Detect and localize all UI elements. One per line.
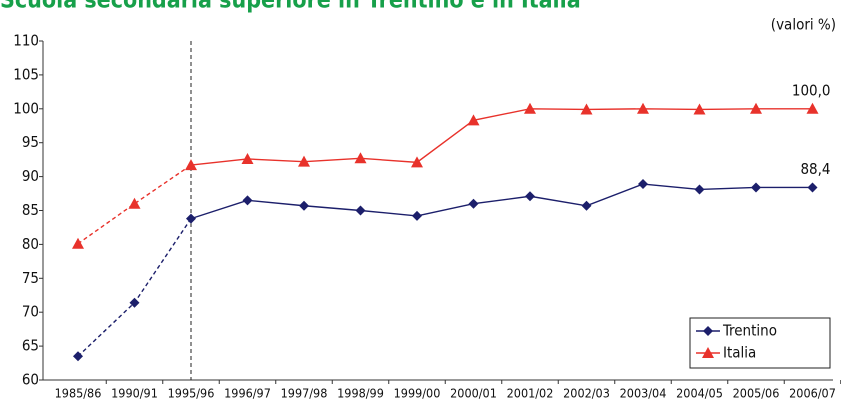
x-tick-label: 2004/05: [676, 386, 723, 401]
legend-label: Trentino: [722, 322, 777, 340]
point: [638, 179, 648, 190]
x-tick-label: 2005/06: [733, 386, 780, 401]
legend-label: Italia: [723, 344, 756, 362]
x-tick-label: 2006/07: [789, 386, 836, 401]
x-tick-label: 1985/86: [55, 386, 102, 401]
x-tick-label: 2001/02: [507, 386, 554, 401]
point: [129, 297, 140, 308]
legend-box: [689, 317, 831, 369]
point: [299, 200, 309, 211]
point: [411, 156, 423, 168]
point: [703, 326, 713, 336]
point: [702, 347, 714, 358]
y-tick-label: 95: [22, 133, 39, 151]
x-tick-label: 1996/97: [224, 386, 271, 401]
point: [525, 191, 535, 202]
series-line: [190, 183, 813, 220]
x-tick-label: 1998/99: [337, 386, 384, 401]
y-tick-label: 110: [13, 32, 39, 50]
point: [128, 197, 141, 209]
y-tick-label: 75: [22, 269, 39, 287]
point: [73, 351, 83, 362]
point: [241, 152, 254, 164]
y-tick-label: 100: [13, 99, 39, 117]
chart-title: Scuola secondaria superiore in Trentino …: [0, 0, 581, 14]
point: [637, 102, 649, 114]
y-tick-label: 80: [22, 235, 39, 253]
y-tick-label: 105: [13, 65, 39, 83]
point: [298, 155, 310, 167]
point: [72, 237, 84, 249]
point: [581, 200, 592, 211]
y-tick-label: 60: [22, 371, 39, 389]
series-line: [190, 108, 813, 166]
point: [354, 152, 367, 164]
unit-label: (valori %): [771, 16, 836, 34]
y-tick-label: 65: [22, 337, 39, 355]
point: [693, 103, 706, 115]
point: [412, 210, 422, 221]
x-tick-label: 2000/01: [450, 386, 497, 401]
point: [185, 159, 197, 171]
y-tick-label: 70: [22, 303, 39, 321]
point: [467, 114, 480, 126]
y-tick-label: 85: [22, 201, 39, 219]
data-label: 88,4: [800, 160, 830, 178]
y-tick-label: 90: [22, 167, 39, 185]
data-label: 100,0: [792, 81, 831, 99]
x-tick-label: 2003/04: [620, 386, 667, 401]
point: [751, 182, 761, 193]
x-tick-label: 1999/00: [394, 386, 441, 401]
point: [806, 102, 819, 114]
series-line: [77, 218, 192, 357]
point: [750, 102, 762, 114]
point: [807, 182, 818, 193]
point: [580, 103, 593, 115]
series-line: [77, 164, 192, 245]
point: [468, 198, 479, 209]
x-tick-label: 1997/98: [281, 386, 328, 401]
point: [186, 213, 196, 224]
x-tick-label: 1995/96: [168, 386, 215, 401]
x-tick-label: 1990/91: [111, 386, 158, 401]
point: [242, 195, 253, 206]
point: [694, 184, 705, 195]
point: [524, 102, 536, 114]
x-tick-label: 2002/03: [563, 386, 610, 401]
point: [355, 205, 366, 216]
